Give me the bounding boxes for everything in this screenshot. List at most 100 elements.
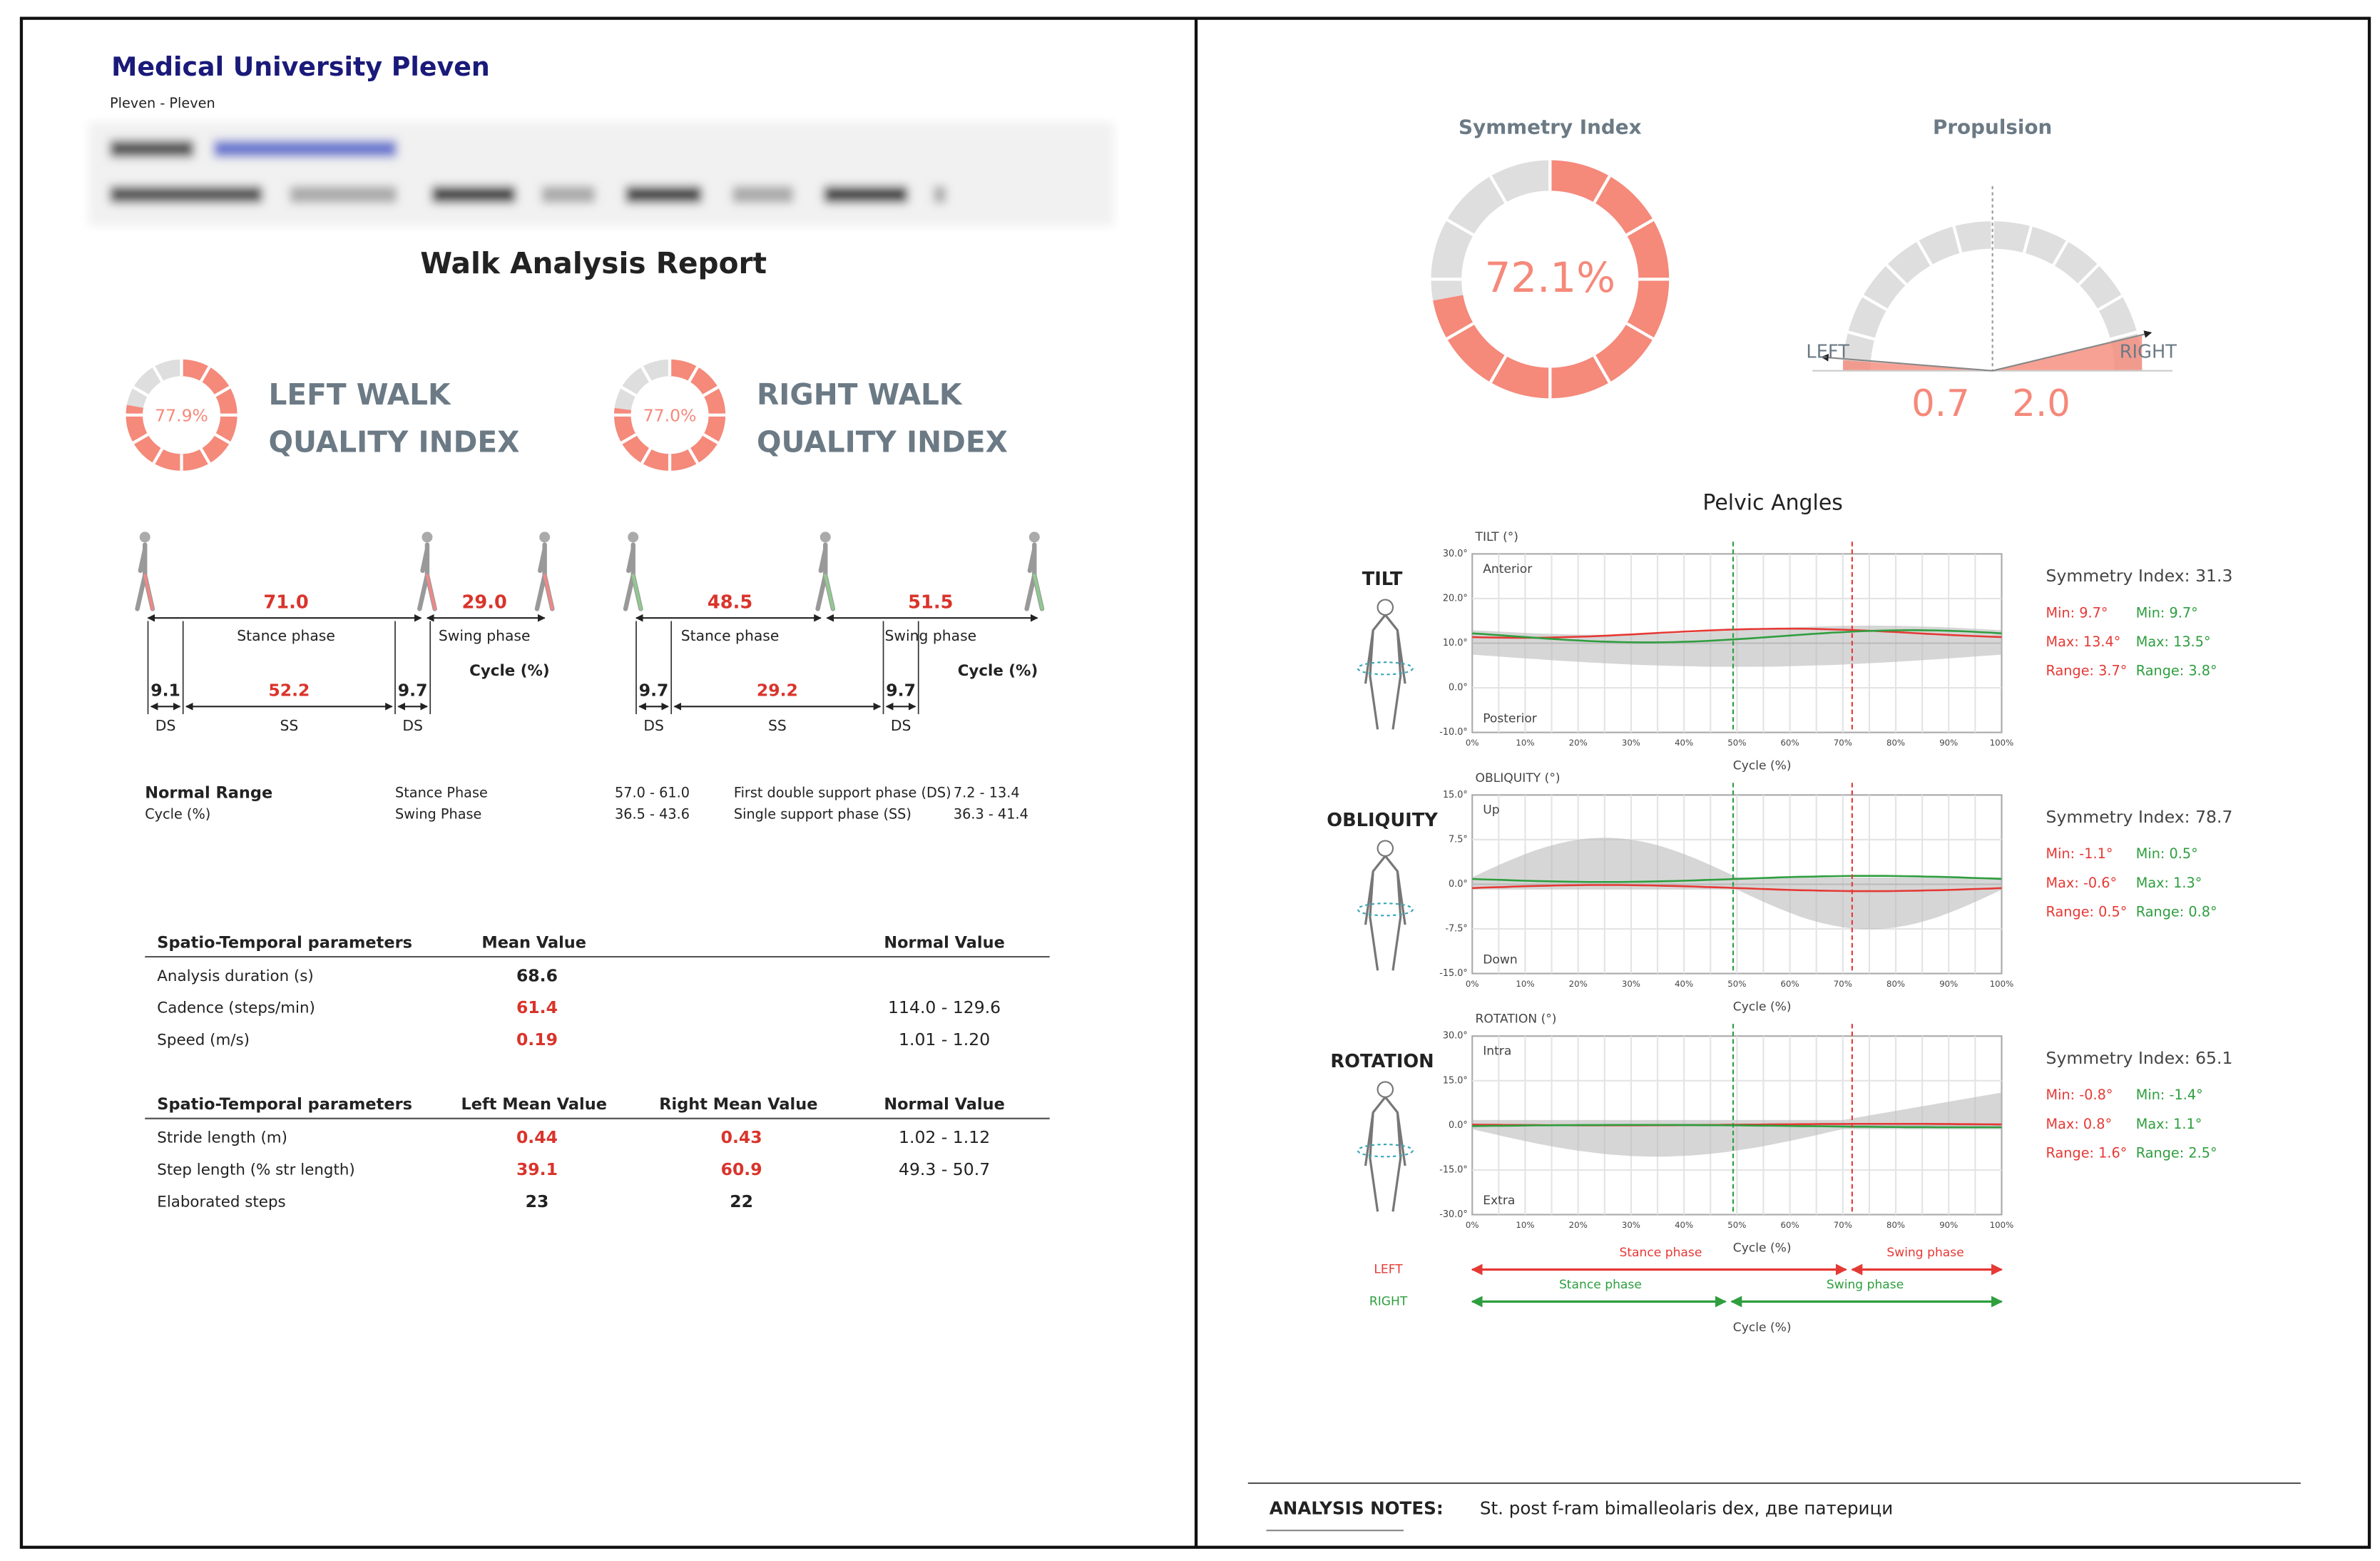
x-axis-label: Cycle (%) <box>1733 1321 1792 1335</box>
ds-label: DS <box>402 717 423 734</box>
x-tick-label: 50% <box>1727 1220 1746 1230</box>
x-tick-label: 70% <box>1834 738 1852 748</box>
stance-label: Stance phase <box>1619 1246 1702 1260</box>
gauge-sep <box>1862 295 1888 312</box>
left-stat: Max: 13.4° <box>2046 634 2121 650</box>
x-tick-label: 30% <box>1622 738 1640 748</box>
stance-value: 48.5 <box>708 591 752 613</box>
left-stat: Range: 3.7° <box>2046 663 2128 679</box>
angle-name: OBLIQUITY <box>1327 810 1438 831</box>
gauge-sep <box>2022 225 2033 254</box>
gauge-sep <box>620 385 637 397</box>
head <box>1028 532 1040 543</box>
table-cell: 0.43 <box>721 1127 762 1147</box>
table-cell: Analysis duration (s) <box>157 967 313 985</box>
stance-label: Stance phase <box>681 627 780 644</box>
table-header: Normal Value <box>884 1095 1004 1114</box>
ds-label: DS <box>643 717 664 734</box>
x-tick-label: 60% <box>1781 738 1799 748</box>
y-tick-label: 0.0° <box>1449 879 1468 890</box>
gauge-sep <box>1916 240 1933 266</box>
right-stat: Max: 13.5° <box>2136 634 2211 650</box>
gauge-sep <box>1952 225 1963 254</box>
ss-value: 29.2 <box>757 680 798 700</box>
gauge-value: 77.9% <box>155 405 208 425</box>
gauge-sep <box>1625 218 1654 237</box>
right-stat: Range: 2.5° <box>2136 1144 2217 1161</box>
normal-range-cell: 57.0 - 61.0 <box>615 785 690 801</box>
propulsion-right-label: RIGHT <box>2120 342 2177 363</box>
gauge-sep <box>620 433 637 444</box>
gauge-sep <box>688 447 699 464</box>
x-tick-label: 40% <box>1675 738 1693 748</box>
gauge-sep <box>1593 175 1611 204</box>
y-tick-label: 15.0° <box>1443 1075 1468 1086</box>
left-stat: Min: 9.7° <box>2046 604 2108 621</box>
body-icon <box>1364 614 1406 730</box>
symmetry-index: Symmetry Index: 65.1 <box>2046 1048 2233 1068</box>
notes-label: ANALYSIS NOTES: <box>1270 1498 1444 1518</box>
left-curve <box>1472 627 2002 639</box>
x-tick-label: 50% <box>1727 738 1746 748</box>
right-phase-label: RIGHT <box>1369 1294 1408 1308</box>
ds-label: DS <box>155 717 176 734</box>
table-cell: 0.19 <box>516 1029 558 1049</box>
gauge-sep <box>1625 322 1654 340</box>
normal-band <box>1472 838 2002 930</box>
table-cell: 1.01 - 1.20 <box>899 1029 990 1049</box>
y-tick-label: -10.0° <box>1439 727 1468 738</box>
cycle-label: Cycle (%) <box>469 662 550 680</box>
stance-label: Stance phase <box>1559 1278 1642 1292</box>
swing-label: Swing phase <box>1827 1278 1904 1292</box>
limb <box>824 574 835 611</box>
institution: Medical University Pleven <box>111 51 490 82</box>
y-tick-label: 10.0° <box>1443 638 1468 649</box>
x-tick-label: 90% <box>1939 738 1958 748</box>
table-cell: 68.6 <box>516 965 558 985</box>
x-tick-label: 0% <box>1466 979 1479 989</box>
y-tick-label: -15.0° <box>1439 968 1468 979</box>
gauge-sep <box>640 447 652 464</box>
propulsion-vector <box>1821 353 1993 372</box>
head <box>819 532 831 543</box>
left-stat: Range: 0.5° <box>2046 904 2128 920</box>
table-cell: 39.1 <box>516 1159 558 1179</box>
angle-name: TILT <box>1362 569 1403 590</box>
propulsion-vector <box>1992 330 2152 372</box>
x-tick-label: 60% <box>1781 1220 1799 1230</box>
notes-text: St. post f-ram bimalleolaris dex, две па… <box>1480 1498 1893 1518</box>
body <box>815 542 836 611</box>
y-tick-label: 30.0° <box>1443 1031 1468 1042</box>
right-stat: Min: 9.7° <box>2136 604 2198 621</box>
limb <box>1033 574 1044 611</box>
symmetry-title: Symmetry Index <box>1459 116 1642 139</box>
x-tick-label: 30% <box>1622 1220 1640 1230</box>
x-tick-label: 100% <box>1990 1220 2014 1230</box>
right-stat: Max: 1.1° <box>2136 1116 2202 1132</box>
propulsion-right-value: 2.0 <box>2012 382 2070 425</box>
left-stat: Range: 1.6° <box>2046 1144 2128 1161</box>
direction-label: Anterior <box>1483 562 1533 576</box>
normal-range-cell: Single support phase (SS) <box>734 806 911 823</box>
x-tick-label: 20% <box>1569 738 1588 748</box>
gauge-sep <box>1489 175 1508 204</box>
walker-icon <box>534 532 555 611</box>
axis-title: ROTATION (°) <box>1476 1012 1557 1027</box>
propulsion-title: Propulsion <box>1933 116 2052 139</box>
y-tick-label: 30.0° <box>1443 549 1468 559</box>
right-stat: Range: 3.8° <box>2136 663 2217 679</box>
normal-range-cell: Stance Phase <box>395 785 488 801</box>
table-header: Spatio-Temporal parameters <box>157 1095 412 1114</box>
stance-value: 71.0 <box>263 591 308 613</box>
normal-range-unit: Cycle (%) <box>145 806 210 823</box>
pelvis-marker <box>1357 661 1414 676</box>
gauge-sep <box>214 433 231 444</box>
x-tick-label: 30% <box>1622 979 1640 989</box>
gauge-sep <box>214 385 231 397</box>
gauge-sep <box>1446 322 1474 340</box>
gauge-sep <box>703 385 719 397</box>
table-cell: 114.0 - 129.6 <box>888 997 1001 1017</box>
table-cell: 49.3 - 50.7 <box>899 1159 990 1179</box>
gauge-sep <box>640 366 652 382</box>
